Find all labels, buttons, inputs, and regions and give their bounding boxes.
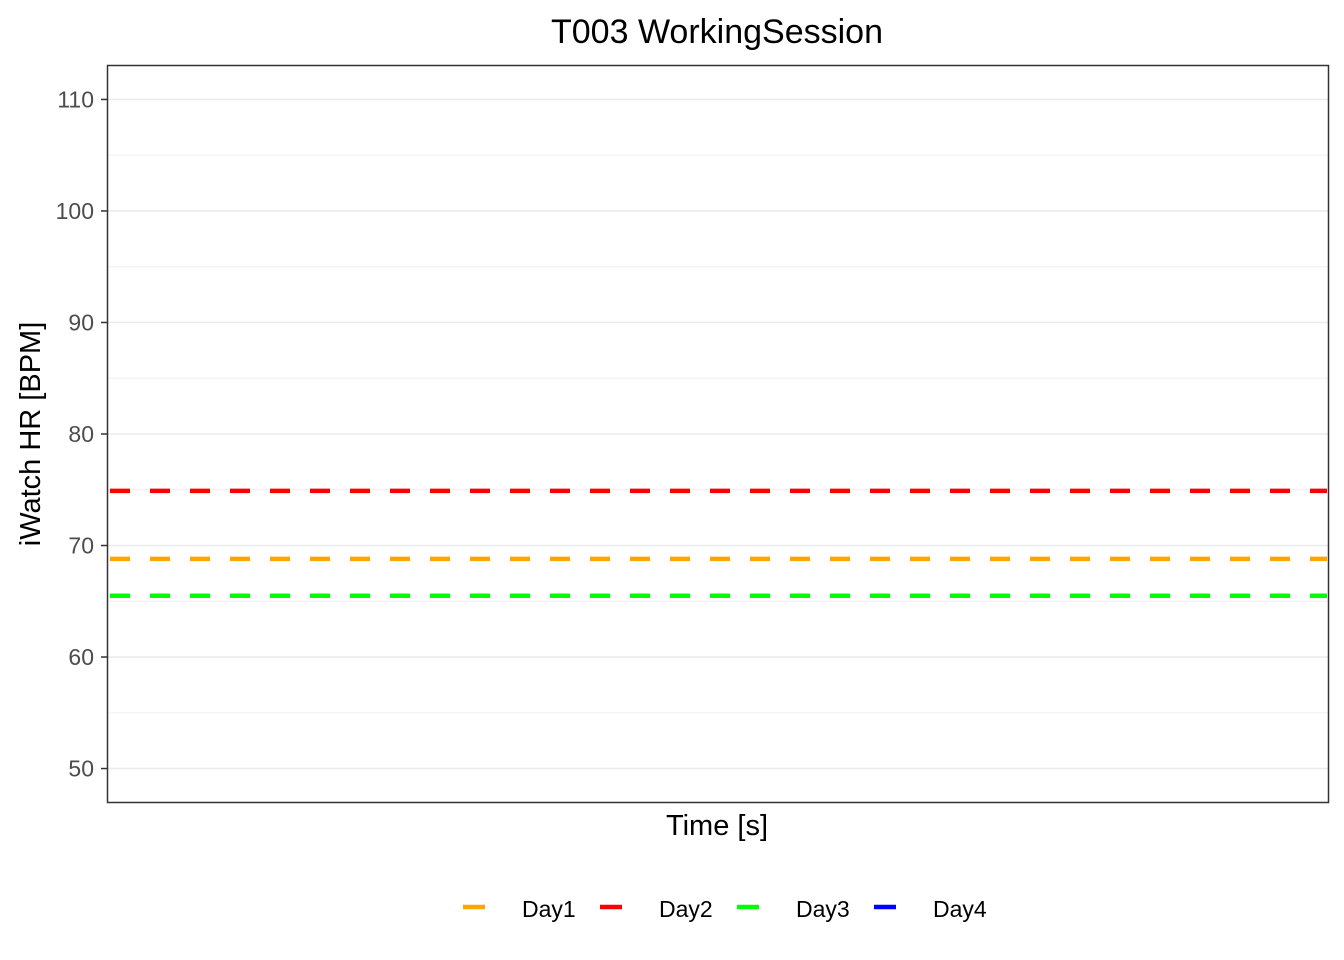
x-axis-title: Time [s] bbox=[666, 810, 768, 842]
y-tick-label: 70 bbox=[68, 533, 94, 559]
legend-label-day2: Day2 bbox=[659, 896, 713, 922]
y-tick-label: 110 bbox=[57, 86, 94, 112]
grid bbox=[108, 98, 1328, 770]
legend-label-day4: Day4 bbox=[933, 896, 987, 922]
legend-label-day1: Day1 bbox=[522, 896, 576, 922]
y-axis: 50 60 70 80 90 100 110 bbox=[56, 86, 108, 782]
y-tick-label: 80 bbox=[68, 421, 94, 447]
y-axis-title: iWatch HR [BPM] bbox=[15, 322, 47, 547]
y-tick-label: 100 bbox=[56, 198, 94, 224]
legend: Day1 Day2 Day3 Day4 bbox=[463, 896, 987, 922]
series-lines bbox=[110, 488, 1327, 598]
y-tick-label: 60 bbox=[68, 644, 94, 670]
y-tick-label: 90 bbox=[68, 309, 94, 335]
legend-label-day3: Day3 bbox=[796, 896, 850, 922]
y-tick-label: 50 bbox=[68, 756, 94, 782]
chart-title: T003 WorkingSession bbox=[551, 13, 883, 51]
